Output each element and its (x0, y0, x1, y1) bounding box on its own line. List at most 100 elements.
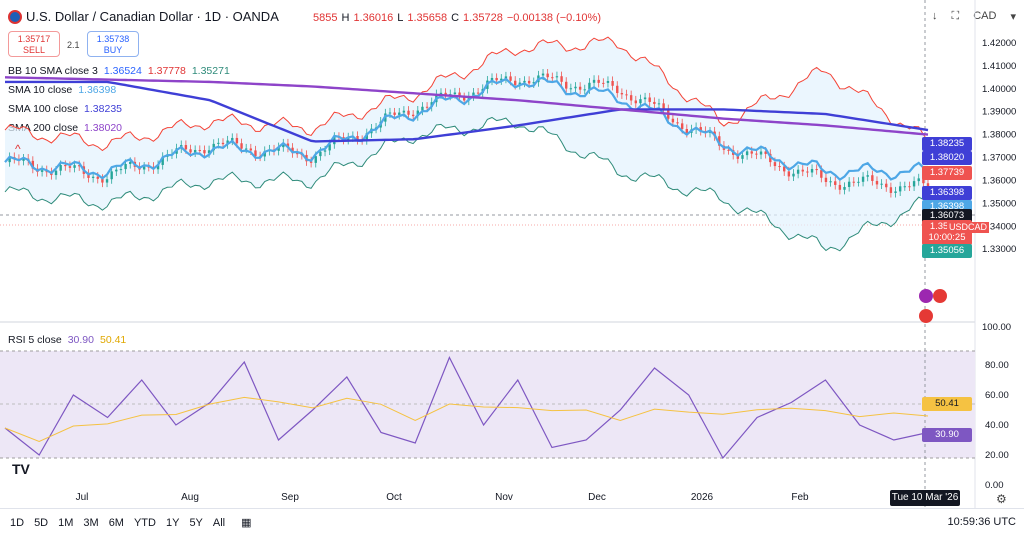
symbol-title-text: U.S. Dollar / Canadian Dollar · 1D · OAN… (26, 9, 279, 24)
event-flag-icon[interactable] (933, 289, 947, 303)
candle-body (40, 170, 44, 172)
settings-gear-icon[interactable]: ⚙ (996, 492, 1007, 506)
event-us-flag-icon[interactable] (919, 309, 933, 323)
candle-body (806, 171, 809, 173)
candle-body (565, 81, 568, 89)
candle-body (532, 82, 535, 84)
candle-body (889, 187, 893, 193)
candle-body (142, 166, 146, 170)
candle-body (212, 143, 215, 151)
candle-body (453, 92, 457, 95)
candle-body (119, 169, 123, 171)
price-tick-label: 1.38000 (982, 130, 1016, 141)
tf-1d[interactable]: 1D (10, 516, 25, 529)
candle-body (439, 92, 443, 95)
candle-body (509, 76, 512, 81)
rsi-line (4, 356, 929, 460)
candle-body (653, 101, 656, 104)
candle-body (606, 81, 610, 83)
tf-3m[interactable]: 3M (83, 516, 99, 529)
sma10-line (4, 76, 929, 182)
buy-button[interactable]: 1.35738 BUY (87, 31, 139, 57)
candle-body (680, 123, 684, 129)
candle-body (64, 165, 67, 167)
price-tick-label: 1.35000 (982, 198, 1016, 209)
candle-body (356, 136, 359, 140)
tf-all[interactable]: All (212, 516, 226, 529)
legend-bb[interactable]: BB 10 SMA close 3 1.36524 1.37778 1.35271 (8, 65, 230, 77)
candle-body (834, 181, 837, 185)
buy-label: BUY (103, 45, 123, 55)
candle-body (810, 168, 814, 173)
currency-select[interactable]: CAD (973, 10, 997, 22)
candle-body (87, 173, 90, 178)
candle-body (792, 173, 795, 177)
legend-sma10[interactable]: SMA 10 close 1.36398 (8, 84, 117, 96)
candle-body (745, 151, 749, 156)
candle-body (574, 86, 577, 89)
legend-rsi[interactable]: RSI 5 close 30.90 50.41 (8, 334, 127, 346)
candle-body (217, 142, 220, 144)
tag-bb-lower: 1.35056 (922, 244, 972, 258)
price-tick-label: 1.42000 (982, 38, 1016, 49)
sell-price: 1.35717 (17, 34, 51, 44)
price-tick-label: 100.00 (982, 322, 1011, 333)
candle-body (578, 86, 582, 90)
symbol-tag: USDCAD (947, 222, 990, 233)
tf-1y[interactable]: 1Y (165, 516, 180, 529)
candle-body (328, 144, 331, 151)
candle-body (718, 136, 721, 146)
candle-body (898, 186, 902, 192)
event-lightning-icon[interactable] (919, 289, 933, 303)
tf-5y[interactable]: 5Y (189, 516, 203, 529)
tf-ytd[interactable]: YTD (133, 516, 156, 529)
symbol-title[interactable]: U.S. Dollar / Canadian Dollar · 1D · OAN… (8, 9, 279, 24)
x-tick-label: Nov (495, 492, 513, 503)
tag-sma100: 1.38235 (922, 137, 972, 151)
candle-body (917, 178, 920, 182)
legend-sma100[interactable]: SMA 100 close 1.38235 (8, 103, 123, 115)
tradingview-logo: TV (12, 461, 31, 477)
candle-body (727, 149, 730, 151)
candle-body (662, 103, 665, 110)
candle-body (602, 82, 605, 84)
x-axis-ticks: Jul Aug Sep Oct Nov Dec 2026 Feb (76, 492, 809, 503)
candle-body (866, 175, 869, 177)
candle-body (773, 162, 777, 167)
candle-body (226, 140, 229, 145)
tf-1m[interactable]: 1M (58, 516, 74, 529)
candle-body (885, 183, 888, 188)
candle-body (546, 73, 549, 78)
candle-body (22, 158, 25, 161)
candle-body (671, 118, 675, 123)
candle-body (852, 181, 855, 183)
candle-body (783, 166, 786, 172)
bollinger-bands (4, 36, 929, 252)
candle-body (402, 110, 406, 113)
candle-body (221, 142, 225, 145)
sma200-line (4, 76, 929, 136)
candle-body (708, 131, 712, 133)
candle-body (838, 184, 842, 190)
candle-body (560, 76, 563, 82)
utc-clock[interactable]: 10:59:36 UTC (947, 516, 1016, 528)
fullscreen-icon[interactable]: ⛶ (951, 10, 960, 22)
calendar-icon[interactable]: ▦ (241, 517, 252, 529)
chevron-down-icon[interactable]: ▾ (1010, 11, 1016, 23)
candle-body (115, 169, 118, 172)
candle-body (78, 165, 81, 167)
collapse-icon[interactable]: ↓ (932, 10, 938, 22)
candle-body (625, 94, 628, 96)
tf-5d[interactable]: 5D (34, 516, 49, 529)
candle-body (476, 92, 480, 94)
candle-body (314, 156, 317, 163)
candle-body (129, 161, 132, 164)
candle-body (926, 183, 930, 187)
sell-button[interactable]: 1.35717 SELL (8, 31, 60, 57)
tf-6m[interactable]: 6M (108, 516, 124, 529)
candle-body (847, 181, 851, 187)
rsi-lines (4, 356, 929, 460)
candle-body (685, 128, 689, 133)
candle-body (68, 166, 72, 168)
